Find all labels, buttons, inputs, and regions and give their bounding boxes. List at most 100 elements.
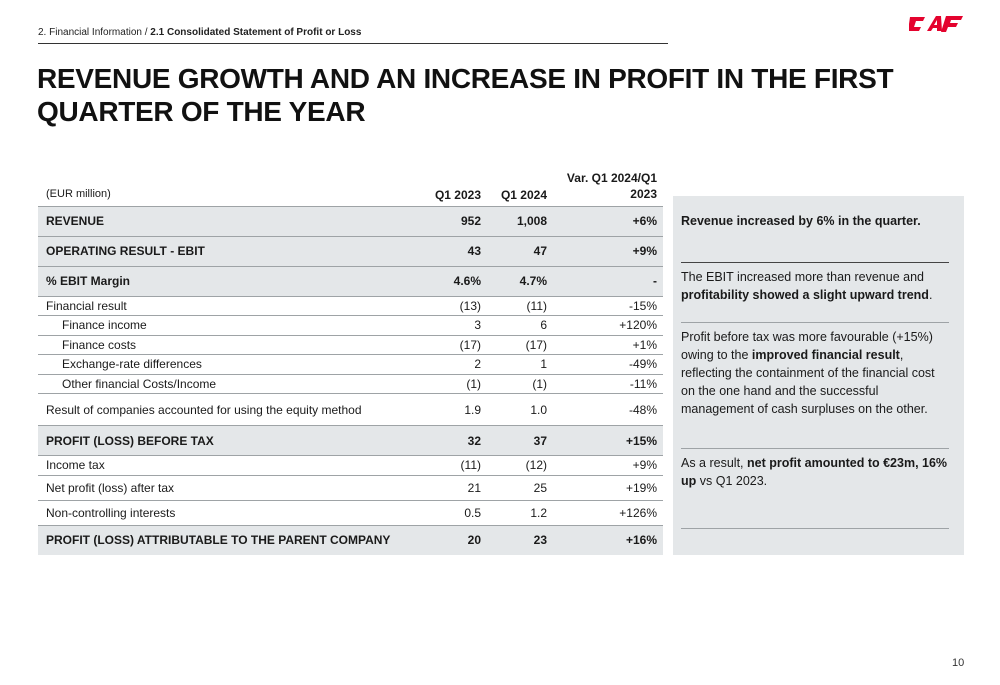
highlights-panel: Revenue increased by 6% in the quarter. … — [673, 196, 964, 555]
row-label: Finance costs — [62, 337, 137, 352]
profit-loss-table: (EUR million) Q1 2023 Q1 2024 Var. Q1 20… — [38, 168, 663, 555]
table-row: Finance costs (17) (17) +1% — [38, 335, 663, 355]
row-label: Income tax — [46, 458, 105, 473]
row-label: Other financial Costs/Income — [62, 376, 217, 391]
table-row: Non-controlling interests 0.5 1.2 +126% — [38, 500, 663, 525]
cell-var: +120% — [619, 318, 657, 333]
table-row: Net profit (loss) after tax 21 25 +19% — [38, 475, 663, 500]
highlight-divider — [681, 322, 949, 323]
table-header-row: (EUR million) Q1 2023 Q1 2024 Var. Q1 20… — [38, 168, 663, 206]
highlight-ebit-end: . — [928, 288, 933, 302]
highlight-net-profit: As a result, net profit amounted to €23m… — [681, 454, 949, 490]
unit-label: (EUR million) — [46, 187, 111, 200]
cell-q1-2023: 43 — [423, 236, 487, 266]
cell-q1-2023: 20 — [423, 525, 487, 555]
highlight-pbt-end: , reflecting the containment of the fina… — [681, 348, 935, 416]
cell-var: +126% — [619, 505, 657, 520]
table-row: OPERATING RESULT - EBIT 43 47 +9% — [38, 236, 663, 266]
breadcrumb: 2. Financial Information / 2.1 Consolida… — [38, 27, 361, 38]
cell-var: -15% — [628, 298, 657, 313]
cell-q1-2024: 1,008 — [487, 206, 553, 236]
cell-q1-2024: 6 — [540, 318, 547, 333]
page-title: REVENUE GROWTH AND AN INCREASE IN PROFIT… — [37, 63, 894, 127]
cell-q1-2023: (13) — [459, 298, 481, 313]
table-row: REVENUE 952 1,008 +6% — [38, 206, 663, 236]
cell-var: -48% — [628, 402, 657, 417]
cell-q1-2024: 47 — [487, 236, 553, 266]
cell-q1-2023: (17) — [459, 337, 481, 352]
cell-q1-2023: (11) — [460, 458, 481, 473]
cell-var: +9% — [632, 458, 657, 473]
row-label: Result of companies accounted for using … — [46, 402, 362, 417]
table-row: PROFIT (LOSS) ATTRIBUTABLE TO THE PARENT… — [38, 525, 663, 555]
row-label: Finance income — [62, 318, 147, 333]
highlight-ebit-text: The EBIT increased more than revenue and — [681, 270, 924, 284]
row-label: Non-controlling interests — [46, 505, 176, 520]
cell-q1-2024: (1) — [532, 376, 547, 391]
row-label: PROFIT (LOSS) ATTRIBUTABLE TO THE PARENT… — [38, 525, 423, 555]
highlight-net-text: As a result, — [681, 456, 747, 470]
cell-var: +15% — [553, 425, 663, 456]
cell-q1-2024: 25 — [533, 480, 547, 495]
highlight-pbt-text: Profit before tax was more favourable (+… — [681, 330, 933, 362]
breadcrumb-separator: / — [141, 27, 151, 38]
header-rule — [38, 43, 668, 44]
cell-var: - — [553, 266, 663, 296]
cell-q1-2023: 0.5 — [464, 505, 481, 520]
breadcrumb-section[interactable]: 2. Financial Information — [38, 27, 142, 38]
highlight-ebit-bold: profitability showed a slight upward tre… — [681, 288, 929, 302]
row-label: Financial result — [46, 298, 127, 313]
table-row: Income tax (11) (12) +9% — [38, 455, 663, 476]
cell-q1-2023: 21 — [467, 480, 481, 495]
table-row: PROFIT (LOSS) BEFORE TAX 32 37 +15% — [38, 425, 663, 456]
highlight-pbt-bold: improved financial result — [751, 348, 900, 362]
row-label: % EBIT Margin — [38, 266, 423, 296]
row-label: Net profit (loss) after tax — [46, 480, 175, 495]
cell-q1-2024: 1.0 — [530, 402, 547, 417]
highlight-pbt: Profit before tax was more favourable (+… — [681, 328, 949, 418]
cell-var: +6% — [553, 206, 663, 236]
cell-q1-2024: 1.2 — [530, 505, 547, 520]
cell-q1-2023: 952 — [423, 206, 487, 236]
highlight-revenue: Revenue increased by 6% in the quarter. — [681, 214, 921, 228]
cell-q1-2023: 4.6% — [423, 266, 487, 296]
cell-q1-2023: 1.9 — [464, 402, 481, 417]
cell-q1-2024: 23 — [487, 525, 553, 555]
page-number: 10 — [952, 657, 965, 669]
table-row: Other financial Costs/Income (1) (1) -11% — [38, 374, 663, 394]
table-row: Financial result (13) (11) -15% — [38, 296, 663, 316]
cell-var: -49% — [628, 357, 657, 372]
col-header-q1-2024: Q1 2024 — [500, 187, 547, 202]
row-label: REVENUE — [38, 206, 423, 236]
caf-logo — [909, 16, 963, 32]
table-row: Result of companies accounted for using … — [38, 393, 663, 426]
cell-q1-2024: (12) — [525, 458, 547, 473]
cell-q1-2023: 32 — [423, 425, 487, 456]
cell-q1-2024: 4.7% — [487, 266, 553, 296]
row-label: Exchange-rate differences — [62, 357, 202, 372]
col-header-q1-2023: Q1 2023 — [434, 187, 481, 202]
highlight-divider — [681, 262, 949, 263]
highlight-ebit: The EBIT increased more than revenue and… — [681, 268, 949, 304]
cell-q1-2024: 37 — [487, 425, 553, 456]
table-row: Exchange-rate differences 2 1 -49% — [38, 354, 663, 375]
table-row: Finance income 3 6 +120% — [38, 315, 663, 336]
cell-q1-2023: 3 — [474, 318, 481, 333]
row-label: PROFIT (LOSS) BEFORE TAX — [38, 425, 423, 456]
col-header-var: Var. Q1 2024/Q1 2023 — [553, 168, 663, 206]
col-header-var-text: Var. Q1 2024/Q1 2023 — [566, 170, 657, 201]
cell-var: +19% — [625, 480, 657, 495]
breadcrumb-current: 2.1 Consolidated Statement of Profit or … — [150, 27, 362, 38]
cell-q1-2024: (17) — [525, 337, 547, 352]
highlight-net-end: vs Q1 2023. — [696, 474, 768, 488]
cell-var: +9% — [553, 236, 663, 266]
cell-var: -11% — [629, 376, 657, 391]
cell-var: +1% — [632, 337, 657, 352]
cell-q1-2023: (1) — [466, 376, 481, 391]
cell-q1-2023: 2 — [474, 357, 481, 372]
cell-q1-2024: 1 — [540, 357, 547, 372]
table-row: % EBIT Margin 4.6% 4.7% - — [38, 266, 663, 296]
cell-var: +16% — [553, 525, 663, 555]
highlight-net-bold: net profit amounted to €23m, 16% up — [681, 456, 948, 488]
cell-q1-2024: (11) — [526, 298, 547, 313]
